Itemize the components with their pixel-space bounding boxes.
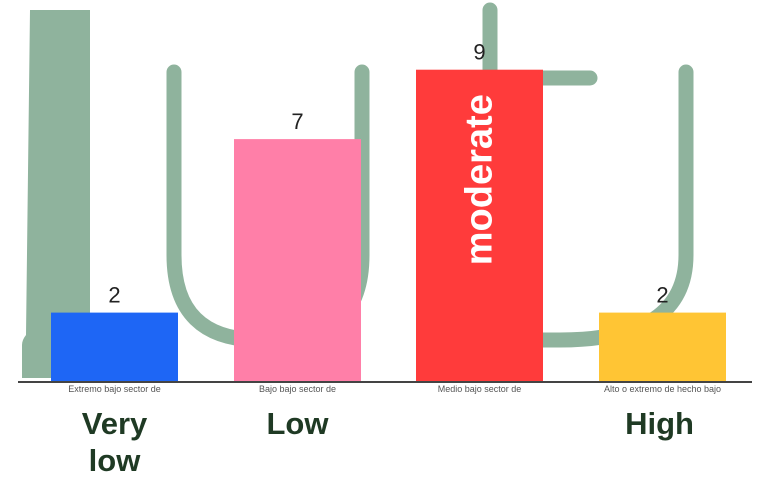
value-label-2: 7 xyxy=(291,109,303,134)
background-hook-shape xyxy=(482,2,598,86)
category-tick-label-3: Medio bajo sector de xyxy=(438,384,522,394)
category-label-2: Low xyxy=(267,406,330,441)
category-tick-label-2: Bajo bajo sector de xyxy=(259,384,336,394)
bar-1 xyxy=(51,312,178,382)
labels-layer: 2 Extremo bajo sector de Very low 7 Bajo bajo… xyxy=(68,40,721,478)
category-tick-label-4: Alto o extremo de hecho bajo xyxy=(604,384,721,394)
bars-layer xyxy=(51,69,726,382)
bar-4 xyxy=(599,312,726,382)
background-pillar-shape xyxy=(22,10,90,378)
value-label-1: 2 xyxy=(108,283,120,308)
category-label-1: Very low xyxy=(82,406,148,478)
category-label-4: High xyxy=(625,406,694,441)
value-label-3: 9 xyxy=(473,40,485,65)
bar-3 xyxy=(416,69,543,382)
bar-2 xyxy=(234,139,361,382)
category-tick-label-1: Extremo bajo sector de xyxy=(68,384,161,394)
inside-bar-label-3: moderate xyxy=(459,94,501,265)
value-label-4: 2 xyxy=(656,283,668,308)
